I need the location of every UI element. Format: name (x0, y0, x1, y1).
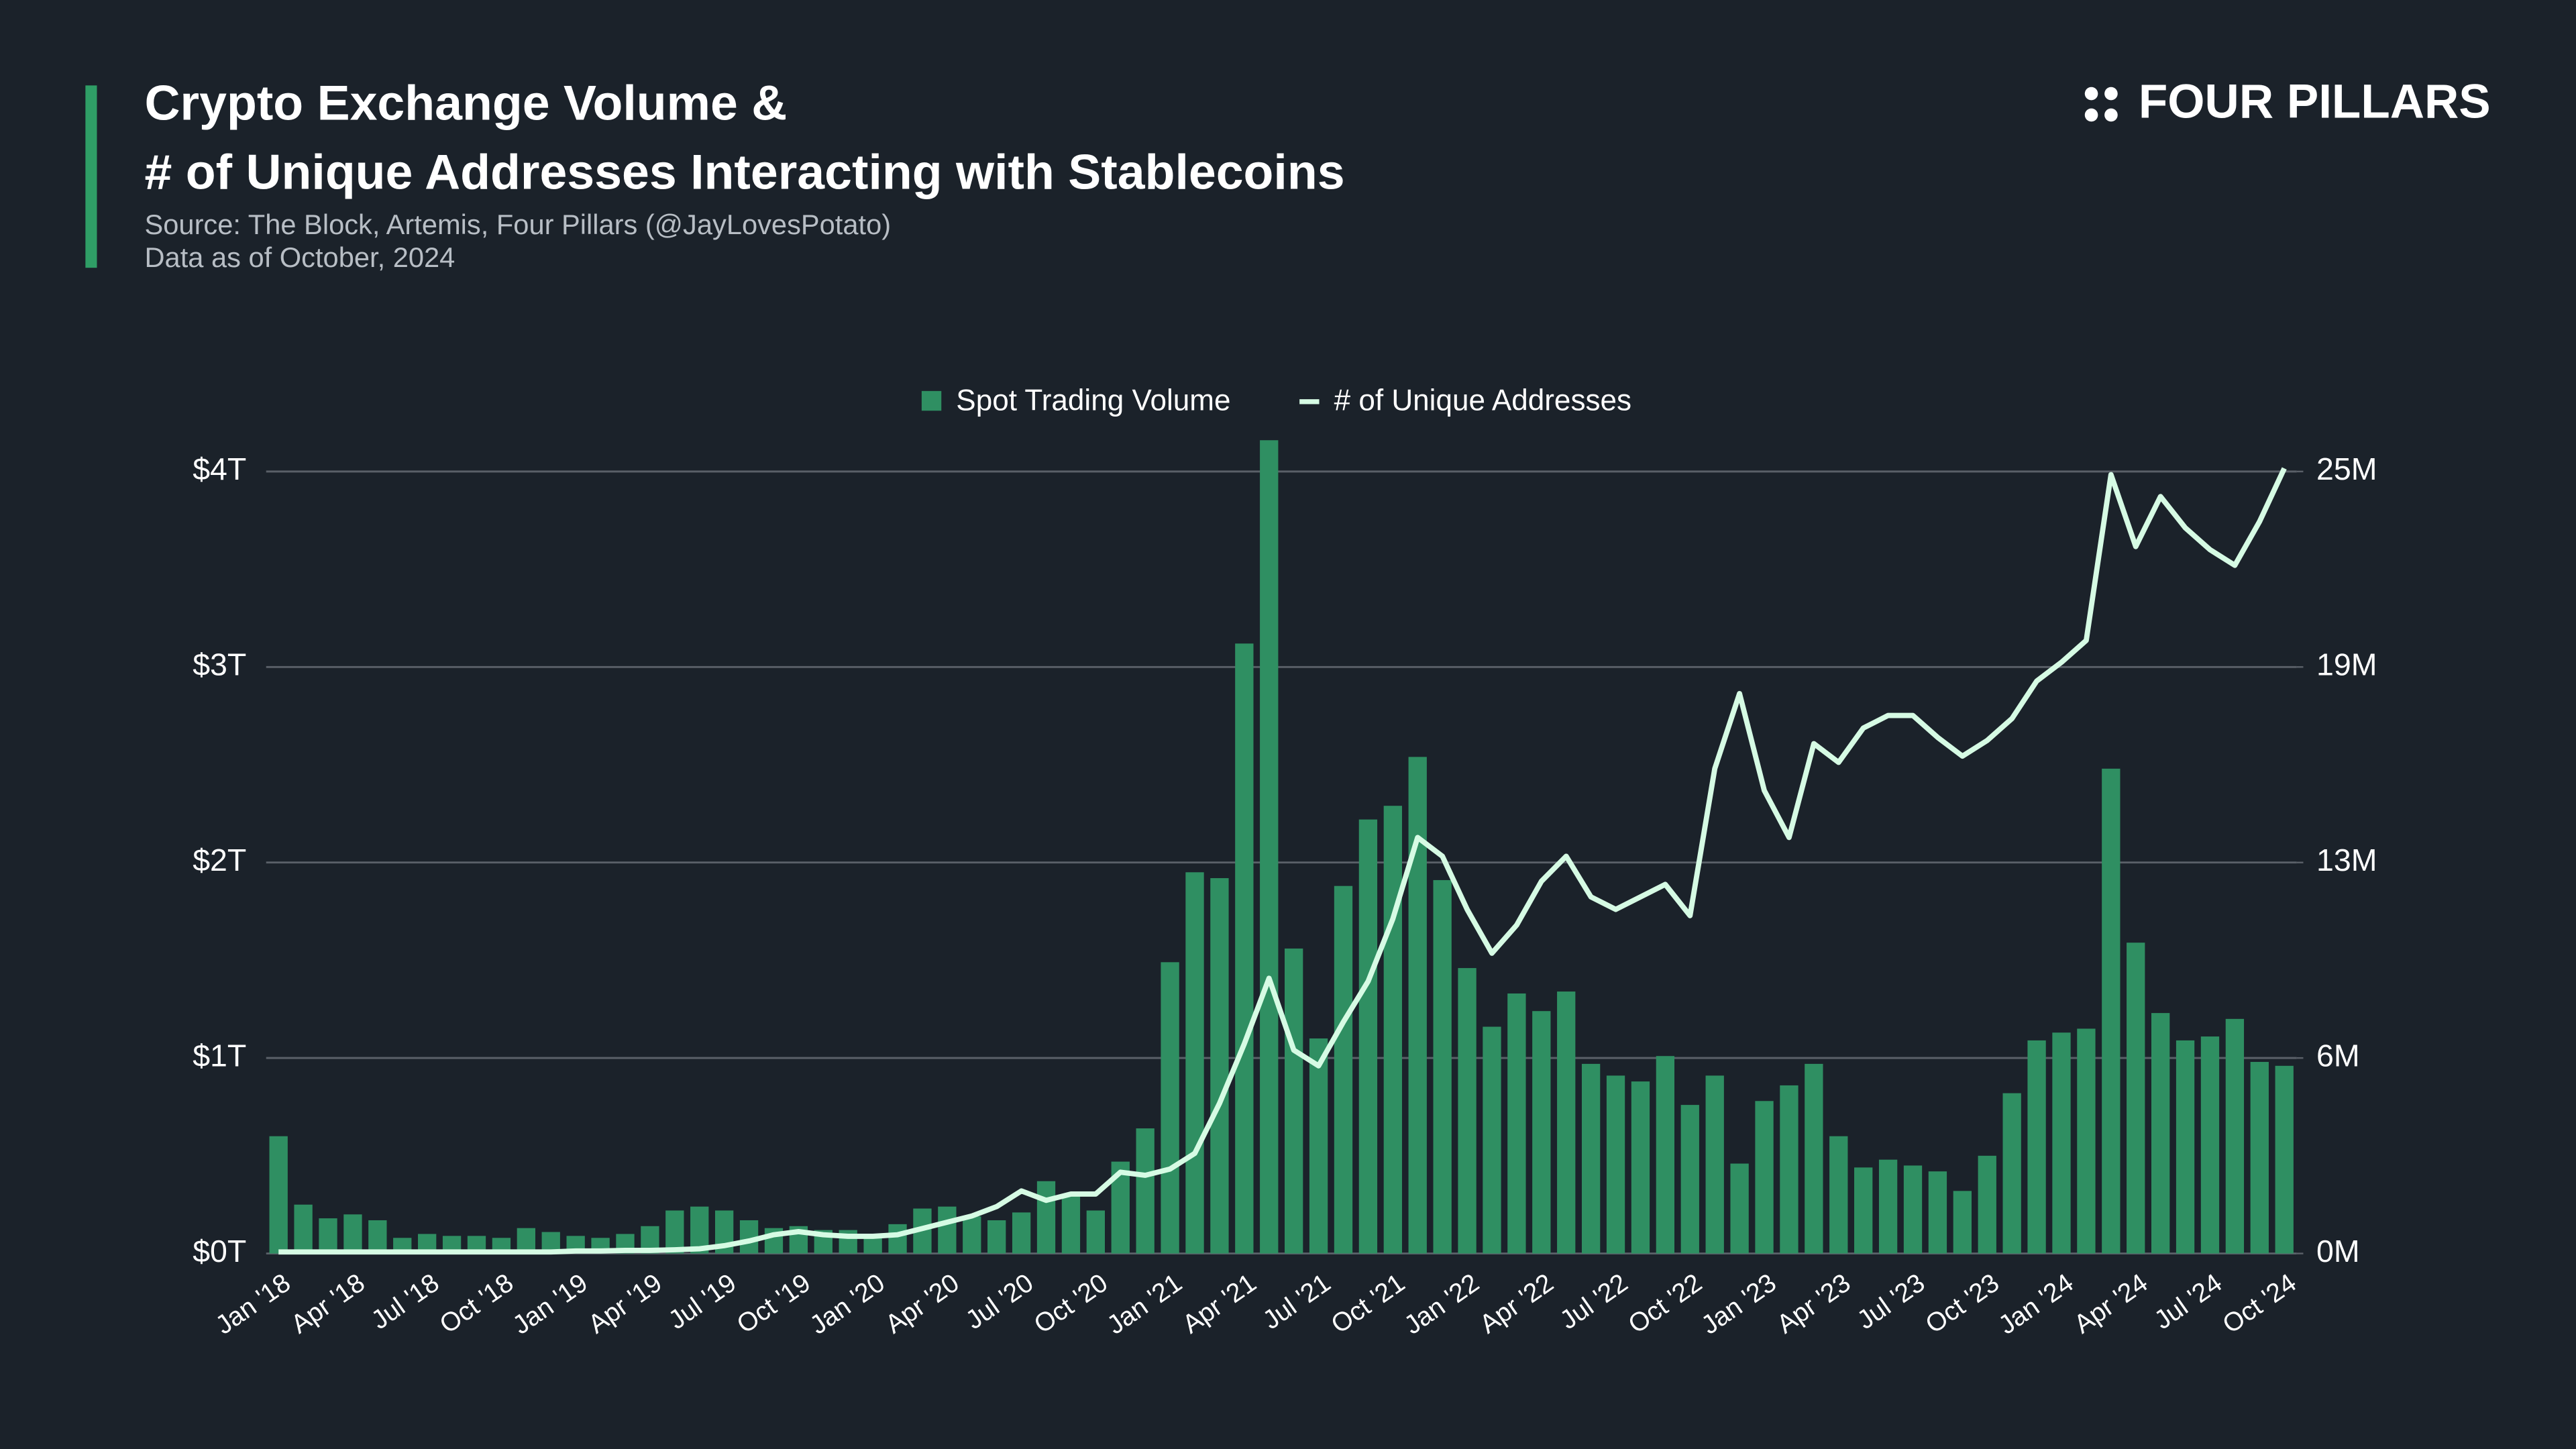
bar (1334, 885, 1353, 1254)
bar (1507, 993, 1526, 1254)
bar (1581, 1063, 1601, 1254)
bar (2200, 1036, 2220, 1254)
y-tick-label: $2T (193, 843, 246, 877)
y-tick-label: $1T (193, 1038, 246, 1073)
bar (1383, 806, 1402, 1254)
bar (1285, 948, 1303, 1254)
bar (1358, 819, 1378, 1254)
bar (1953, 1191, 1972, 1254)
bar (2127, 943, 2145, 1254)
bar (1136, 1128, 1155, 1254)
logo (2084, 87, 2118, 122)
bar (1705, 1075, 1724, 1254)
bar (938, 1206, 957, 1254)
bar (2275, 1065, 2294, 1254)
legend: Spot Trading Volume # of Unique Addresses (921, 384, 1632, 417)
bar (2102, 768, 2121, 1254)
y2-tick-label: 13M (2316, 843, 2377, 877)
legend-swatch (921, 390, 942, 411)
bar (1928, 1171, 1947, 1254)
bar (1086, 1210, 1106, 1254)
legend-label: # of Unique Addresses (1334, 384, 1632, 417)
y2-tick-label: 0M (2316, 1234, 2360, 1269)
y-tick-label: $3T (193, 647, 246, 682)
y2-tick-label: 6M (2316, 1038, 2360, 1073)
bar (665, 1210, 684, 1254)
bar (1161, 962, 1179, 1254)
bar (1829, 1136, 1848, 1254)
bar (1532, 1011, 1551, 1254)
bar (963, 1216, 981, 1254)
title: Crypto Exchange Volume & (145, 75, 788, 131)
bar (1755, 1101, 1774, 1254)
bar (294, 1204, 313, 1254)
bar (1210, 878, 1229, 1254)
y2-tick-label: 19M (2316, 647, 2377, 682)
bar (2176, 1040, 2195, 1254)
date-note: Data as of October, 2024 (145, 241, 455, 273)
bar (2052, 1032, 2071, 1254)
bar (1557, 991, 1576, 1254)
bar (368, 1220, 387, 1254)
bar (269, 1136, 288, 1254)
y-tick-label: $4T (193, 451, 246, 486)
bar (987, 1220, 1006, 1254)
bar (1878, 1159, 1898, 1254)
bar (1433, 879, 1452, 1254)
bar (1408, 757, 1427, 1254)
title: # of Unique Addresses Interacting with S… (145, 144, 1345, 199)
bar (1483, 1026, 1501, 1254)
bar (1260, 440, 1279, 1254)
bar (1606, 1075, 1625, 1254)
bar (1656, 1056, 1675, 1254)
bar (517, 1228, 535, 1254)
y-tick-label: $0T (193, 1234, 246, 1269)
bar (1458, 968, 1477, 1254)
bar (2027, 1040, 2046, 1254)
bar (1309, 1038, 1328, 1254)
bar (319, 1218, 337, 1254)
source: Source: The Block, Artemis, Four Pillars… (145, 209, 892, 240)
bar (1680, 1105, 1699, 1254)
bar (2225, 1018, 2245, 1254)
bar (343, 1214, 362, 1254)
bar (1903, 1165, 1923, 1254)
bar (1061, 1195, 1081, 1254)
bar (1185, 872, 1204, 1254)
bar (1805, 1063, 1823, 1254)
line (278, 467, 2287, 1255)
bar (1730, 1163, 1749, 1254)
bar (1854, 1167, 1873, 1254)
accent-bar (85, 85, 97, 268)
logo-dot (2104, 87, 2118, 101)
bar (2250, 1061, 2269, 1254)
bar (2002, 1093, 2021, 1254)
logo-dot (2104, 108, 2118, 122)
legend-swatch (1299, 399, 1320, 405)
bar (2077, 1028, 2096, 1254)
bar (888, 1224, 907, 1254)
bar (1235, 643, 1254, 1254)
y2-tick-label: 25M (2316, 451, 2377, 486)
bar (2151, 1013, 2170, 1254)
bar (1036, 1181, 1056, 1254)
brand: FOUR PILLARS (2139, 76, 2491, 129)
logo-dot (2084, 108, 2098, 122)
legend-label: Spot Trading Volume (956, 384, 1230, 417)
bar (1780, 1085, 1799, 1254)
bar (1978, 1155, 1996, 1254)
bar (1012, 1212, 1031, 1254)
logo-dot (2084, 87, 2098, 101)
bar (1631, 1081, 1650, 1254)
